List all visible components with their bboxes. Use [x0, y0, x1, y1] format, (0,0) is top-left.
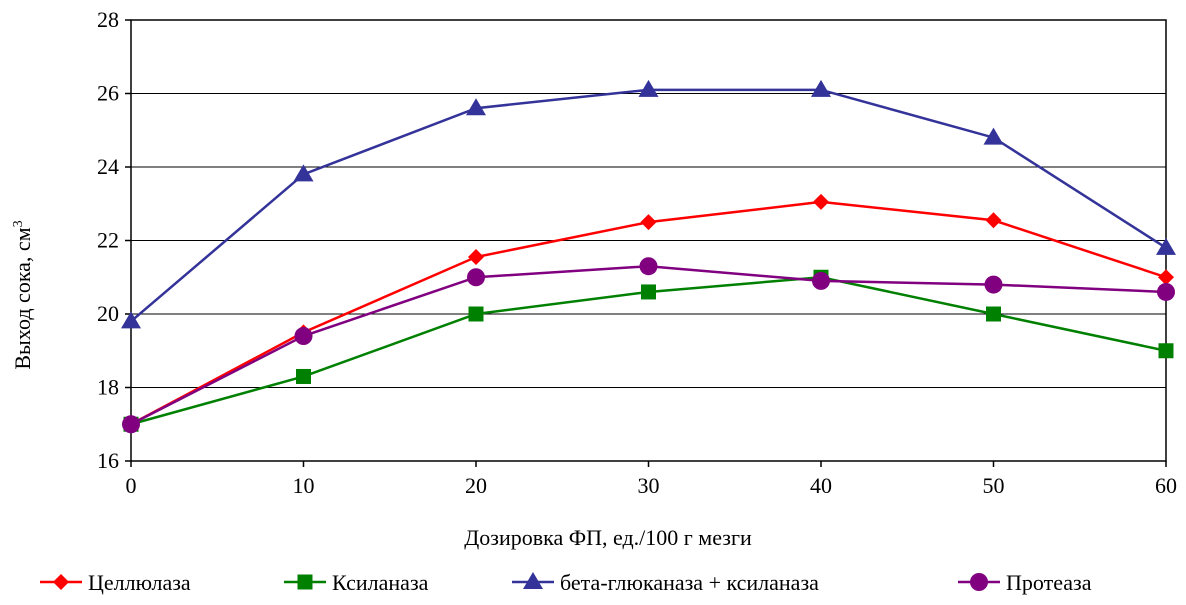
x-axis-title: Дозировка ФП, ед./100 г мезги — [464, 525, 752, 550]
data-point — [466, 98, 486, 116]
y-axis-title: Выход сока, см3 — [10, 220, 35, 369]
y-axis: 16 18 20 22 24 26 28 — [97, 7, 131, 473]
data-point — [638, 79, 659, 97]
data-point — [121, 311, 141, 329]
data-point — [639, 257, 658, 276]
legend-label: бета-глюканаза + ксиланаза — [560, 570, 819, 595]
y-tick-label: 16 — [97, 448, 119, 473]
data-point — [1158, 343, 1174, 359]
series-line — [130, 200, 1167, 426]
legend-marker — [523, 572, 543, 589]
x-tick-label: 20 — [465, 473, 487, 498]
grid-lines — [131, 93, 1166, 388]
data-point — [294, 327, 313, 346]
data-point — [293, 164, 314, 182]
data-point — [1156, 237, 1176, 255]
y-tick-label: 18 — [97, 375, 119, 400]
legend-item-4: Протеаза — [958, 570, 1092, 595]
data-point — [641, 284, 656, 300]
series-2 — [123, 269, 1174, 432]
x-axis: 0 10 20 30 40 50 60 — [126, 461, 1177, 498]
x-tick-label: 60 — [1155, 473, 1177, 498]
data-point — [468, 306, 484, 322]
x-tick-label: 10 — [293, 473, 315, 498]
legend-marker — [297, 574, 313, 590]
x-tick-label: 50 — [983, 473, 1005, 498]
y-tick-label: 22 — [97, 228, 119, 253]
data-point — [467, 268, 485, 287]
legend-marker — [53, 574, 69, 590]
series-1 — [123, 193, 1174, 433]
data-point — [813, 193, 829, 210]
legend-item-3: бета-глюканаза + ксиланаза — [512, 570, 819, 595]
legend-label: Протеаза — [1006, 570, 1092, 595]
data-point — [984, 275, 1003, 294]
series-4 — [122, 257, 1175, 434]
legend-item-2: Ксиланаза — [284, 570, 429, 595]
data-point — [986, 306, 1001, 322]
data-point — [296, 368, 311, 384]
y-axis-title-superscript: 3 — [11, 220, 26, 227]
y-tick-label: 20 — [97, 301, 119, 326]
data-point — [640, 214, 657, 231]
legend-label: Ксиланаза — [332, 570, 429, 595]
x-tick-label: 0 — [126, 473, 137, 498]
y-tick-label: 28 — [97, 7, 119, 32]
data-point — [122, 415, 140, 434]
data-point — [468, 249, 484, 266]
series-group — [121, 79, 1176, 434]
y-tick-label: 24 — [97, 154, 119, 179]
data-point — [1157, 282, 1175, 301]
x-tick-label: 30 — [638, 473, 660, 498]
y-tick-label: 26 — [97, 81, 119, 106]
y-axis-title-main: Выход сока, см — [10, 227, 35, 369]
legend-marker — [970, 573, 988, 591]
data-point — [812, 271, 830, 290]
legend: Целлюлаза Ксиланаза бета-глюканаза + ксила… — [40, 570, 1092, 595]
data-point — [983, 127, 1004, 145]
legend-item-1: Целлюлаза — [40, 570, 191, 595]
data-point — [985, 212, 1002, 229]
series-3 — [121, 79, 1176, 329]
legend-label: Целлюлаза — [88, 570, 191, 595]
data-point — [811, 79, 831, 97]
x-tick-label: 40 — [810, 473, 832, 498]
data-point — [1158, 269, 1174, 286]
